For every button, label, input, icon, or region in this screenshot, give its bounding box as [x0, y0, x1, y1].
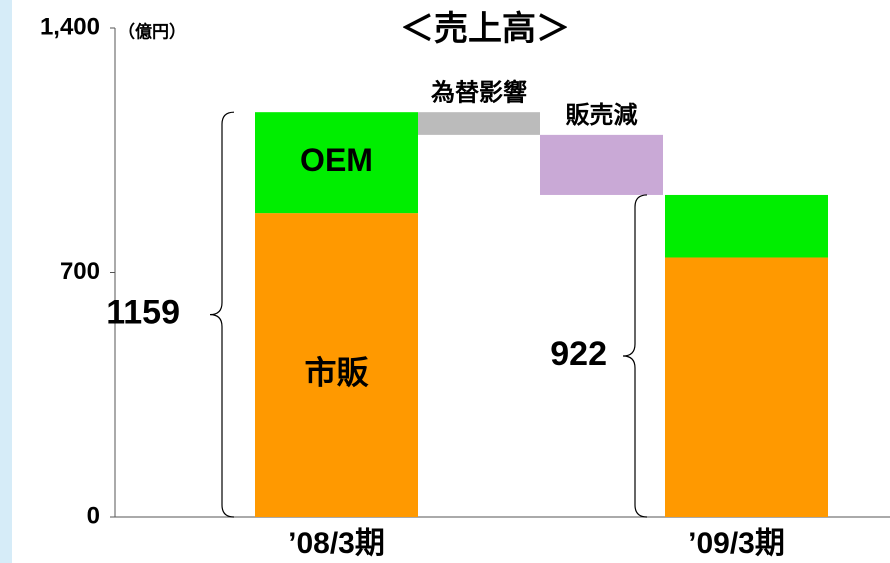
y-tick-label: 700	[60, 258, 100, 285]
total-brace	[622, 194, 648, 518]
side-strip	[0, 0, 12, 563]
bar-segment	[255, 213, 418, 517]
y-tick-label: 0	[87, 502, 100, 529]
x-tick-label: ’09/3期	[688, 527, 785, 560]
x-tick-label: ’08/3期	[288, 527, 385, 560]
bar-segment	[255, 112, 418, 214]
segment-label: OEM	[300, 142, 373, 178]
step-bar	[418, 112, 540, 135]
step-label: 為替影響	[431, 79, 527, 107]
step-label: 販売減	[566, 102, 638, 129]
total-label: 1159	[106, 294, 180, 332]
chart-title: ＜売上高＞	[400, 10, 570, 48]
total-label: 922	[550, 335, 607, 373]
step-bar	[540, 134, 663, 195]
total-brace	[209, 111, 235, 518]
y-tick-label: 1,400	[40, 13, 100, 40]
unit-label: （億円）	[118, 21, 186, 41]
bar-segment	[665, 257, 828, 517]
bar-segment	[665, 194, 828, 258]
segment-label: 市販	[304, 355, 369, 391]
